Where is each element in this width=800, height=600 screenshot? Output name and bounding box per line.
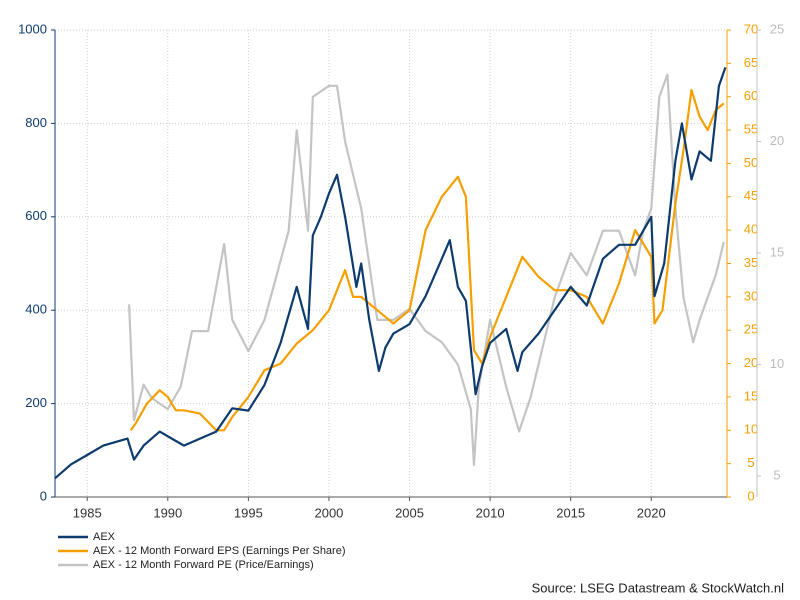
x-tick-label: 1985 [73, 505, 102, 520]
y2-tick-label: 50 [744, 155, 758, 170]
legend: AEX AEX - 12 Month Forward EPS (Earnings … [58, 531, 346, 571]
y3-tick-label: 25 [770, 21, 784, 36]
series-line [128, 73, 725, 466]
y2-tick-label: 65 [744, 55, 758, 70]
y2-tick-label: 0 [747, 488, 754, 503]
source: Source: LSEG Datastream & StockWatch.nl [532, 580, 785, 595]
y2-tick-label: 10 [744, 422, 758, 437]
y2-tick-label: 20 [744, 355, 758, 370]
x-tick-label: 1995 [234, 505, 263, 520]
x-tick-label: 2015 [556, 505, 585, 520]
y-tick-label: 0 [40, 488, 47, 503]
y2-tick-label: 60 [744, 88, 758, 103]
legend-label: AEX [93, 531, 116, 543]
x-tick-label: 2020 [637, 505, 666, 520]
y-tick-label: 200 [25, 395, 47, 410]
y2-tick-label: 70 [744, 21, 758, 36]
x-tick-label: 2005 [395, 505, 424, 520]
y3-tick-label: 15 [770, 244, 784, 259]
y3-tick-label: 10 [770, 356, 784, 371]
y2-tick-label: 25 [744, 322, 758, 337]
y-tick-label: 800 [25, 115, 47, 130]
x-tick-label: 1990 [153, 505, 182, 520]
y2-tick-label: 55 [744, 122, 758, 137]
y2-tick-label: 5 [747, 455, 754, 470]
y-tick-label: 400 [25, 302, 47, 317]
legend-label: AEX - 12 Month Forward EPS (Earnings Per… [93, 545, 346, 557]
x-tick-label: 2000 [314, 505, 343, 520]
y3-tick-label: 20 [770, 133, 784, 148]
y2-tick-label: 15 [744, 388, 758, 403]
y3-tick-label: 5 [773, 467, 780, 482]
series-line [54, 67, 727, 480]
y-tick-label: 1000 [18, 21, 47, 36]
y2-tick-label: 45 [744, 188, 758, 203]
x-tick-label: 2010 [476, 505, 505, 520]
legend-label: AEX - 12 Month Forward PE (Price/Earning… [93, 559, 314, 571]
y-tick-label: 600 [25, 208, 47, 223]
y2-tick-label: 35 [744, 255, 758, 270]
y2-tick-label: 30 [744, 288, 758, 303]
y2-tick-label: 40 [744, 222, 758, 237]
